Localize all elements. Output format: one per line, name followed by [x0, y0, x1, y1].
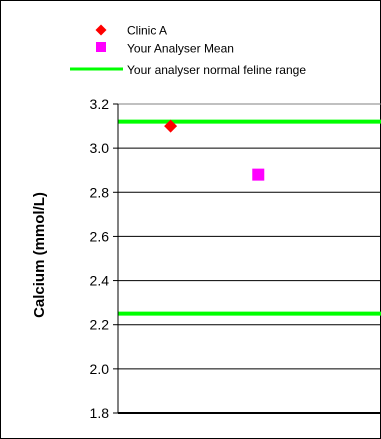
y-tick-label: 3.0: [90, 140, 110, 156]
y-tick-label: 1.8: [90, 405, 110, 421]
data-point-clinic-a: [164, 119, 178, 133]
y-tick-label: 2.8: [90, 184, 110, 200]
y-axis-label: Calcium (mmol/L): [31, 192, 48, 318]
legend-label-normal-range: Your analyser normal feline range: [127, 63, 306, 77]
y-tick-label: 2.4: [90, 273, 110, 289]
y-tick-label: 2.0: [90, 361, 110, 377]
y-tick-label: 2.2: [90, 317, 110, 333]
reference-lines: [118, 119, 381, 316]
gridlines: [113, 103, 381, 414]
legend: Clinic A Your Analyser Mean Your analyse…: [70, 24, 306, 77]
data-points: [164, 119, 265, 181]
y-tick-labels: 3.2 3.0 2.8 2.6 2.4 2.2 2.0 1.8: [90, 96, 110, 421]
data-point-analyser-mean: [252, 168, 265, 181]
legend-marker-clinic-a: [95, 24, 107, 36]
legend-marker-analyser-mean: [96, 42, 106, 52]
y-tick-label: 3.2: [90, 96, 110, 112]
legend-label-clinic-a: Clinic A: [127, 24, 167, 38]
legend-label-analyser-mean: Your Analyser Mean: [127, 42, 234, 56]
y-tick-label: 2.6: [90, 228, 110, 244]
